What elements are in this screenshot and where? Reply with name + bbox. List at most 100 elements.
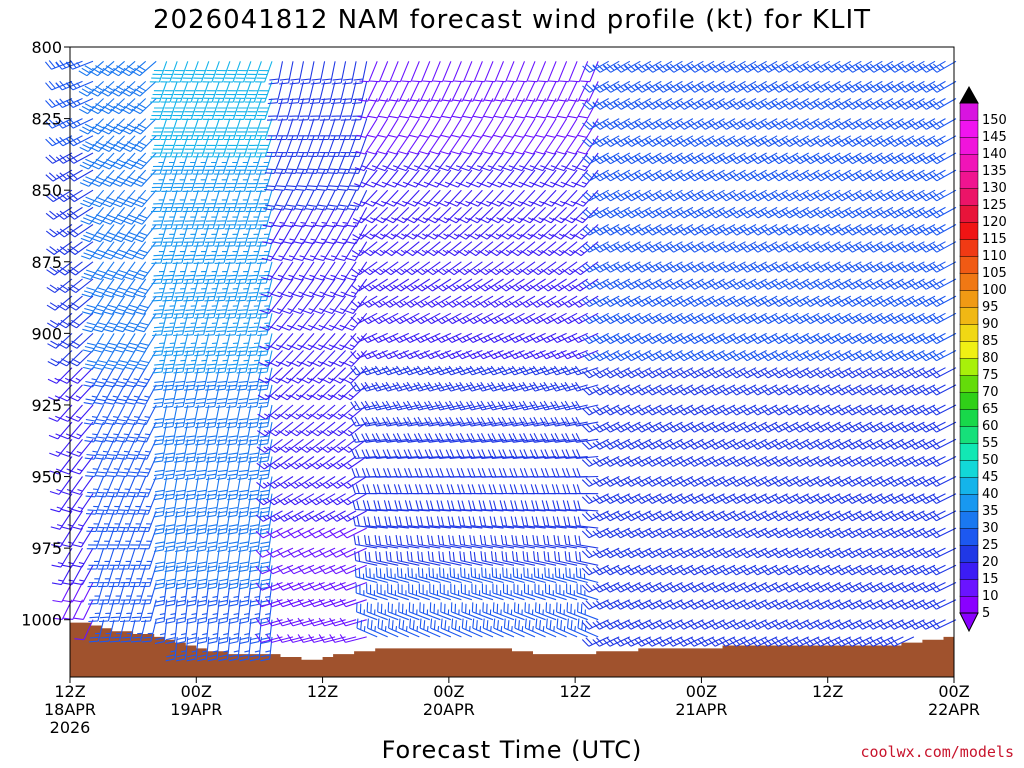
wind-barb: [195, 493, 210, 518]
wind-barb: [265, 135, 284, 158]
wind-barb: [529, 365, 557, 376]
wind-barb: [508, 278, 536, 292]
wind-barb: [876, 350, 904, 362]
wind-barb: [750, 384, 778, 396]
wind-barb: [100, 169, 126, 187]
wind-barb: [239, 619, 252, 645]
wind-barb: [410, 81, 431, 102]
wind-barb: [750, 493, 778, 504]
wind-barb: [502, 583, 525, 601]
wind-barb: [541, 224, 567, 240]
wind-barb: [708, 312, 736, 325]
wind-barb: [214, 241, 231, 264]
wind-barb: [834, 367, 862, 379]
wind-barb: [824, 527, 852, 539]
wind-barb: [498, 278, 525, 292]
wind-barb: [613, 421, 641, 433]
wind-barb: [257, 333, 273, 357]
wind-barb: [561, 449, 588, 459]
wind-barb: [269, 333, 294, 351]
wind-barb: [256, 261, 273, 285]
wind-barb: [371, 349, 399, 360]
wind-barb: [813, 564, 841, 576]
wind-barb: [164, 565, 178, 590]
wind-barb: [259, 582, 273, 607]
wind-barb: [918, 404, 946, 416]
wind-barb: [260, 619, 273, 645]
wind-barb: [407, 567, 430, 584]
wind-barb: [552, 224, 578, 240]
wind-barb: [897, 295, 925, 307]
wind-barb: [929, 547, 957, 559]
wind-barb: [918, 493, 946, 504]
wind-barb: [554, 551, 578, 566]
wind-barb: [195, 510, 210, 535]
wind-barb: [152, 333, 168, 357]
wind-barb: [533, 567, 557, 584]
wind-barb: [571, 295, 599, 308]
wind-barb: [151, 261, 168, 285]
wind-barb: [122, 224, 147, 243]
wind-barb: [246, 261, 262, 285]
wind-barb: [87, 547, 105, 570]
wind-barb: [582, 404, 609, 416]
wind-barb: [503, 602, 525, 621]
colorbar-segment: [959, 357, 979, 376]
wind-barb: [574, 535, 599, 549]
wind-barb: [413, 400, 441, 411]
wind-barb: [257, 367, 273, 391]
wind-barb: [813, 438, 841, 450]
wind-barb: [855, 619, 883, 630]
wind-barb: [760, 421, 788, 433]
wind-barb: [834, 527, 862, 539]
wind-barb: [771, 404, 799, 416]
wind-barb: [813, 404, 841, 416]
wind-barb: [645, 312, 673, 325]
wind-barb: [482, 118, 504, 138]
wind-barb: [655, 332, 683, 345]
colorbar-segment: [959, 323, 979, 342]
wind-barb: [565, 567, 588, 584]
wind-barb: [91, 241, 115, 260]
wind-barb: [297, 598, 325, 608]
wind-barb: [603, 476, 631, 487]
wind-barb: [469, 535, 494, 549]
wind-barb: [687, 350, 715, 362]
wind-barb: [404, 224, 431, 240]
wind-barb: [929, 295, 957, 307]
wind-barb: [427, 535, 451, 549]
wind-barb: [382, 449, 409, 459]
wind-barb: [708, 261, 736, 273]
wind-barb: [573, 224, 599, 240]
wind-barb: [487, 449, 515, 459]
wind-barb: [592, 404, 620, 416]
wind-barb: [175, 582, 189, 607]
wind-barb: [708, 619, 736, 630]
wind-barb: [908, 510, 936, 522]
wind-barb: [117, 493, 136, 515]
wind-barb: [455, 332, 483, 344]
wind-barb: [89, 135, 115, 152]
wind-barb: [824, 456, 852, 467]
wind-barb: [855, 261, 883, 273]
wind-barb: [566, 118, 589, 138]
wind-barb: [224, 224, 241, 247]
wind-barb: [47, 332, 73, 349]
wind-barb: [117, 476, 136, 498]
wind-barb: [225, 241, 241, 264]
wind-barb: [135, 367, 157, 388]
wind-barb: [163, 456, 178, 481]
wind-barb: [437, 189, 462, 207]
wind-barb: [125, 384, 147, 405]
wind-barb: [196, 619, 210, 645]
wind-barb: [434, 432, 462, 443]
wind-barb: [299, 404, 325, 420]
wind-barb: [592, 547, 620, 559]
wind-barb: [445, 278, 473, 292]
wind-barb: [503, 618, 525, 638]
wind-barb: [876, 547, 904, 559]
wind-barb: [824, 312, 852, 325]
wind-barb: [571, 312, 599, 325]
wind-barb: [634, 564, 662, 576]
wind-barb: [278, 384, 304, 401]
